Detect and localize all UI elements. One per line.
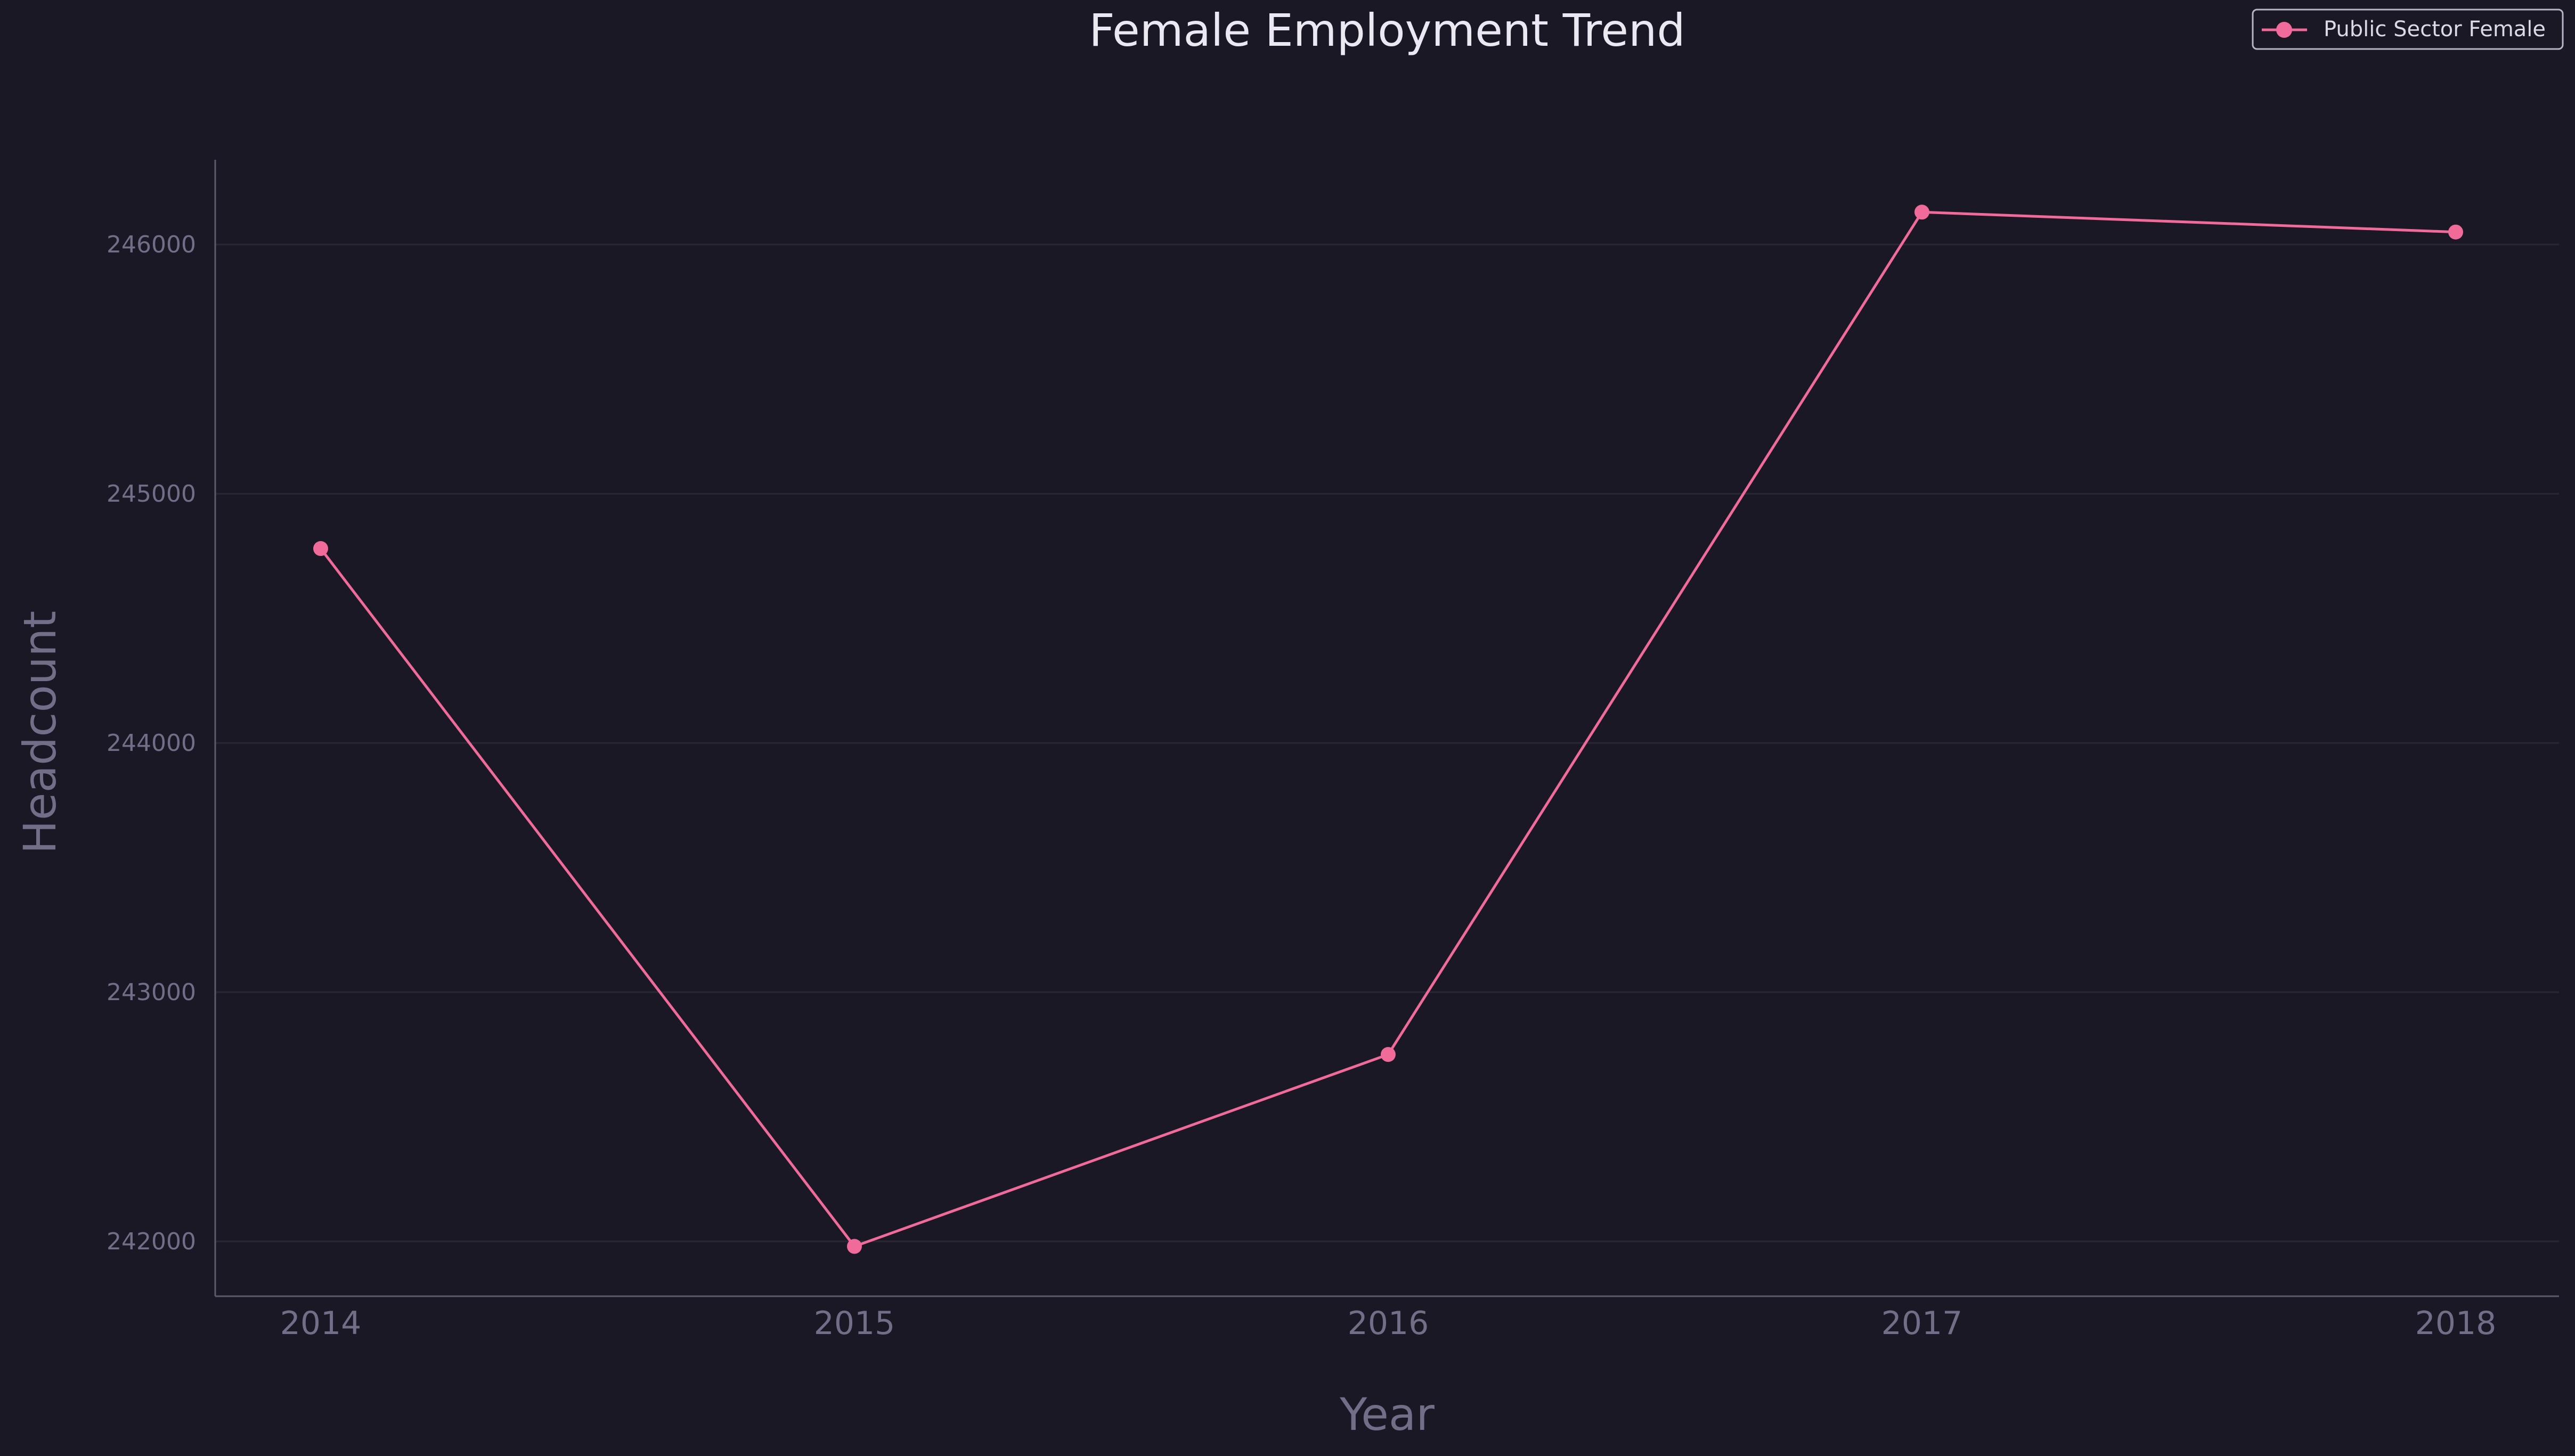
- data-point: [1381, 1047, 1396, 1062]
- grid-lines: [215, 243, 2559, 1242]
- legend-box: [2252, 9, 2564, 50]
- y-tick-label: 243000: [107, 979, 196, 1006]
- x-tick-labels: 2014 2015 2016 2017 2018: [280, 1305, 2497, 1342]
- legend: Public Sector Female: [2252, 9, 2564, 50]
- data-point: [313, 541, 328, 557]
- x-tick-label: 2018: [2415, 1305, 2497, 1342]
- series-layer: [313, 205, 2463, 1254]
- data-point: [2448, 224, 2463, 240]
- legend-point-marker: [2276, 22, 2292, 38]
- data-point: [1914, 205, 1929, 220]
- x-tick-label: 2015: [814, 1305, 895, 1342]
- y-axis-label: Headcount: [14, 611, 66, 854]
- y-tick-label: 245000: [107, 480, 196, 508]
- y-tick-labels: 242000 243000 244000 245000 246000: [107, 231, 196, 1255]
- legend-series-label: Public Sector Female: [2324, 17, 2546, 42]
- y-tick-label: 244000: [107, 730, 196, 757]
- x-tick-label: 2017: [1881, 1305, 1963, 1342]
- data-point: [847, 1239, 862, 1254]
- x-axis-label: Year: [1339, 1388, 1435, 1441]
- y-tick-label: 242000: [107, 1228, 196, 1255]
- x-tick-label: 2016: [1348, 1305, 1429, 1342]
- chart-title: Female Employment Trend: [1089, 4, 1685, 56]
- x-tick-label: 2014: [280, 1305, 362, 1342]
- y-tick-label: 246000: [107, 231, 196, 258]
